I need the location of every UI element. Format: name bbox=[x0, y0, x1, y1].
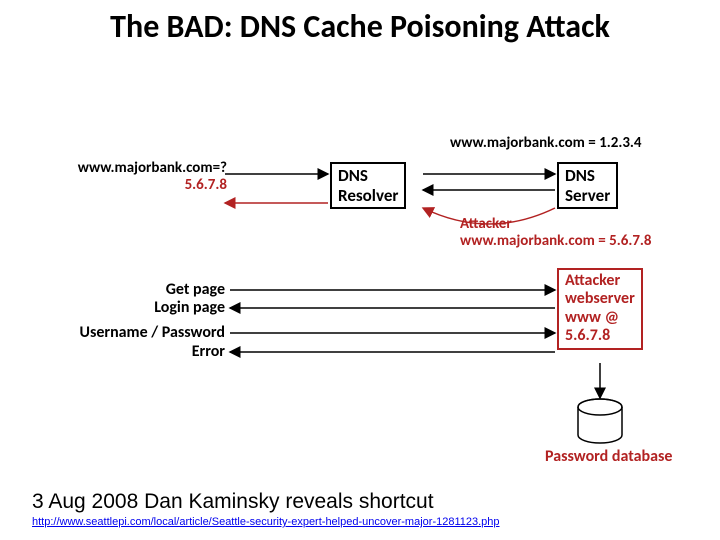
client-query-line1: www.majorbank.com=? bbox=[27, 160, 227, 177]
exchange-loginpage: Login page bbox=[30, 299, 225, 317]
password-database-icon bbox=[575, 398, 625, 446]
attacker-webserver-box: Attacker webserver www @ 5.6.7.8 bbox=[557, 268, 643, 350]
attacker-answer-line1: Attacker bbox=[460, 216, 652, 233]
slide-title: The BAD: DNS Cache Poisoning Attack bbox=[0, 10, 720, 44]
attacker-answer-label: Attacker www.majorbank.com = 5.6.7.8 bbox=[460, 216, 652, 251]
dns-resolver-box: DNS Resolver bbox=[330, 162, 406, 209]
client-query-line2: 5.6.7.8 bbox=[27, 177, 227, 194]
server-answer-label: www.majorbank.com = 1.2.3.4 bbox=[450, 135, 642, 152]
exchange-error: Error bbox=[30, 343, 225, 361]
attacker-answer-line2: www.majorbank.com = 5.6.7.8 bbox=[460, 233, 652, 250]
password-database-label: Password database bbox=[545, 448, 672, 466]
caption-text: 3 Aug 2008 Dan Kaminsky reveals shortcut bbox=[32, 490, 434, 514]
exchange-credentials: Username / Password bbox=[30, 324, 225, 342]
dns-server-box: DNS Server bbox=[557, 162, 618, 209]
exchange-getpage: Get page bbox=[30, 281, 225, 299]
source-link[interactable]: http://www.seattlepi.com/local/article/S… bbox=[32, 516, 500, 528]
client-query-label: www.majorbank.com=? 5.6.7.8 bbox=[27, 160, 227, 195]
